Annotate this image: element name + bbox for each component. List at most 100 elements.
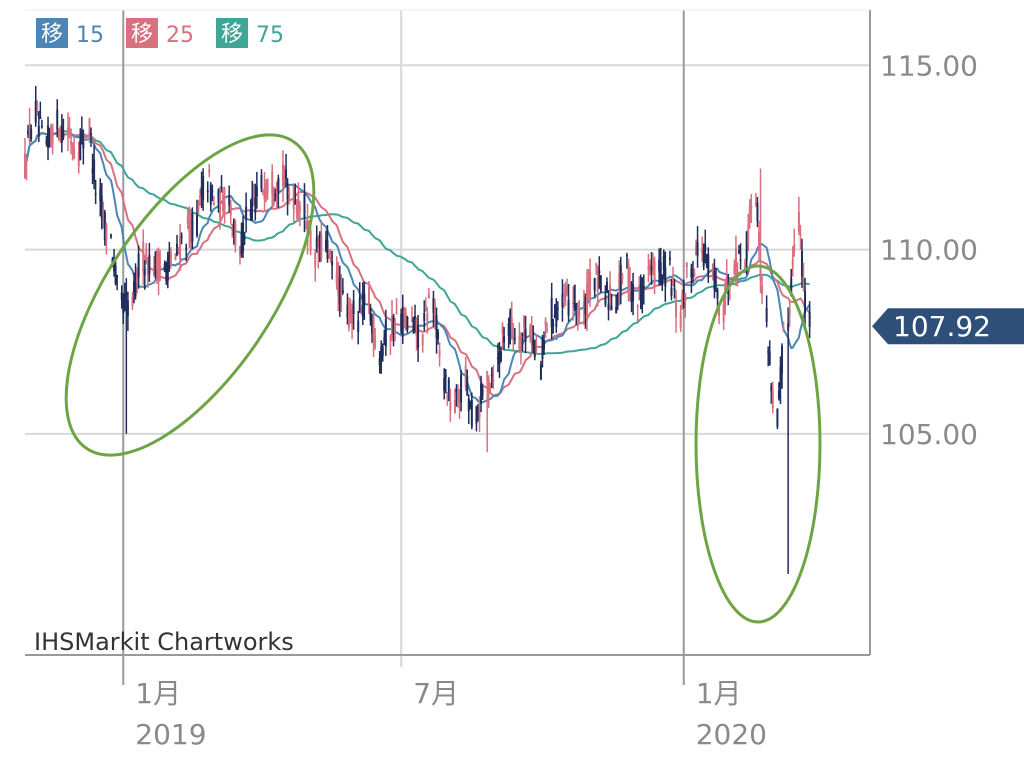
candle-body	[286, 183, 289, 200]
candle-body	[30, 128, 33, 139]
legend-ma-period: 25	[166, 23, 194, 48]
candle-body	[718, 308, 721, 317]
candle-body	[578, 310, 581, 315]
candle-body	[464, 365, 467, 388]
candle-body	[360, 305, 363, 308]
candle-body	[100, 195, 103, 219]
candle-body	[675, 300, 678, 318]
candle-body	[705, 258, 708, 266]
candle-body	[363, 294, 366, 306]
candle-body	[793, 244, 796, 250]
candle-body	[800, 251, 803, 277]
candle-body	[453, 400, 456, 414]
candle-body	[529, 326, 532, 336]
candle-body	[690, 267, 693, 278]
candle-body	[750, 205, 753, 209]
candle-body	[713, 271, 716, 291]
candle-body	[232, 221, 235, 235]
candle-body	[802, 279, 805, 285]
candle-body	[338, 276, 341, 304]
candle-body	[582, 301, 585, 309]
legend-swatch-ma15[interactable]	[36, 18, 68, 48]
candle-body	[618, 273, 621, 290]
candle-body	[154, 252, 157, 275]
candle-body	[77, 152, 80, 167]
candle-body	[82, 142, 85, 149]
ma-legend[interactable]: 移 15 移 25 移 75	[36, 18, 284, 48]
candle-body	[137, 253, 140, 278]
candle-body	[725, 275, 728, 278]
candle-body	[767, 351, 770, 353]
candle-body	[324, 239, 327, 250]
candle-body	[604, 295, 607, 305]
candle-body	[782, 327, 785, 330]
candle-body	[188, 221, 191, 232]
candle-body	[347, 303, 350, 328]
candle-body	[523, 315, 526, 328]
annotation-circle-2019	[64, 133, 316, 457]
candle-body	[157, 251, 160, 283]
candle-body	[414, 316, 417, 330]
candle-body	[659, 262, 662, 281]
candle-body	[757, 231, 760, 251]
candle-body	[470, 399, 473, 427]
candle-body	[36, 105, 39, 107]
candle-body	[249, 210, 252, 217]
candle-body	[45, 139, 48, 144]
candle-body	[632, 284, 635, 301]
candle-body	[455, 389, 458, 393]
candle-body	[314, 253, 317, 267]
candle-body	[195, 214, 198, 236]
candle-body	[587, 277, 590, 289]
candle-body	[638, 285, 641, 287]
candle-body	[406, 316, 409, 331]
candle-body	[584, 296, 587, 315]
candle-body	[733, 265, 736, 275]
candle-body	[498, 352, 501, 365]
candle-body	[544, 320, 547, 326]
candle-body	[648, 264, 651, 270]
candle-body	[243, 237, 246, 240]
candle-body	[50, 125, 53, 139]
candle-body	[572, 301, 575, 305]
legend-ma-label: 移	[41, 22, 63, 47]
candle-body	[39, 117, 42, 119]
candle-body	[738, 250, 741, 253]
legend-swatch-ma75[interactable]	[216, 18, 248, 48]
candle-body	[776, 408, 779, 427]
candle-body	[189, 220, 192, 244]
x-tick-year-label: 2020	[696, 718, 767, 751]
candle-body	[596, 278, 599, 292]
candle-body	[105, 223, 108, 240]
legend-swatch-ma25[interactable]	[126, 18, 158, 48]
candle-body	[351, 309, 354, 324]
candle-body	[328, 252, 331, 255]
candle-body	[298, 205, 301, 213]
candle-body	[220, 186, 223, 189]
candle-body	[263, 187, 266, 200]
candle-body	[609, 284, 612, 295]
candle-body	[652, 259, 655, 261]
candle-body	[423, 313, 426, 321]
candle-body	[133, 281, 136, 292]
candle-body	[761, 285, 764, 294]
candle-body	[159, 266, 162, 271]
candle-body	[457, 390, 460, 402]
candle-body	[443, 377, 446, 392]
candle-body	[116, 275, 119, 278]
candle-body	[231, 224, 234, 227]
candle-body	[535, 349, 538, 351]
candle-body	[102, 209, 105, 217]
candle-body	[285, 169, 288, 179]
candle-body	[326, 240, 329, 259]
candle-body	[131, 296, 134, 306]
candle-body	[777, 390, 780, 400]
candle-body	[341, 290, 344, 293]
candle-body	[148, 254, 151, 275]
candle-body	[186, 216, 189, 224]
candle-body	[744, 261, 747, 273]
candle-body	[412, 317, 415, 332]
candle-body	[781, 346, 784, 374]
candle-body	[392, 316, 395, 335]
